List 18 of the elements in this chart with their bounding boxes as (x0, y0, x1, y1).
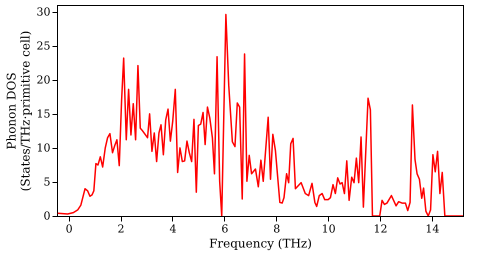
y-axis-title: Phonon DOS (States/THz·primitive cell) (4, 30, 33, 192)
y-tick-label: 25 (36, 39, 50, 52)
x-tick-label: 8 (273, 222, 280, 236)
y-tick-label: 5 (44, 175, 50, 188)
line-series (57, 14, 463, 216)
x-tick-label: 0 (66, 222, 73, 236)
y-tick-label: 0 (44, 210, 50, 222)
x-axis-title: Frequency (THz) (209, 236, 312, 250)
x-tick-label: 2 (118, 222, 125, 236)
x-tick-label: 4 (169, 222, 176, 236)
y-tick-label: 20 (36, 73, 50, 86)
x-tick-label: 14 (425, 222, 440, 236)
y-tick-label: 10 (36, 141, 50, 154)
y-tick-label: 15 (36, 107, 50, 120)
x-tick-label: 6 (221, 222, 228, 236)
x-tick-label: 12 (373, 222, 388, 236)
y-tick-label: 30 (36, 5, 50, 18)
x-tick-label: 10 (322, 222, 336, 236)
